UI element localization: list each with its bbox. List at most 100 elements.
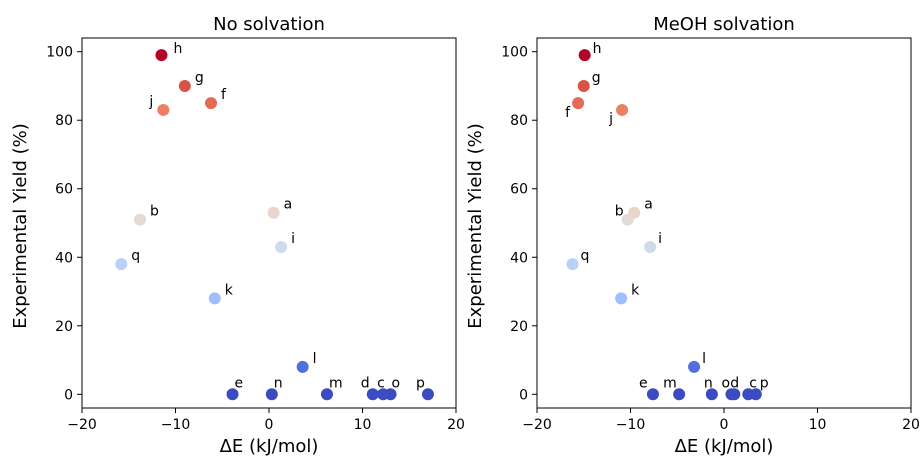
data-point-a bbox=[267, 206, 280, 219]
data-point-m bbox=[673, 388, 686, 401]
panel-no-solvation: No solvation ΔE (kJ/mol) Experimental Yi… bbox=[10, 14, 465, 457]
point-label-h: h bbox=[173, 41, 182, 57]
y-tick-label: 80 bbox=[55, 113, 73, 129]
y-tick-label: 80 bbox=[510, 113, 528, 129]
x-tick-label: 20 bbox=[447, 417, 465, 433]
y-tick-label: 20 bbox=[55, 319, 73, 335]
point-label-n: n bbox=[704, 375, 713, 391]
point-label-j: j bbox=[608, 111, 613, 127]
point-label-b: b bbox=[615, 204, 624, 220]
point-label-b: b bbox=[150, 204, 159, 220]
point-label-i: i bbox=[291, 231, 295, 247]
x-tick-label: 10 bbox=[809, 417, 827, 433]
data-point-h bbox=[155, 49, 168, 62]
point-label-p: p bbox=[416, 375, 425, 391]
y-tick-label: 100 bbox=[46, 45, 73, 61]
point-label-n: n bbox=[274, 375, 283, 391]
x-tick-label: −10 bbox=[161, 417, 191, 433]
plot-frame bbox=[536, 37, 912, 409]
data-point-g bbox=[178, 79, 191, 92]
point-label-k: k bbox=[631, 282, 640, 298]
x-tick-label: 0 bbox=[265, 417, 274, 433]
y-tick-label: 40 bbox=[510, 250, 528, 266]
y-tick-label: 100 bbox=[501, 45, 528, 61]
data-point-e bbox=[646, 388, 659, 401]
data-point-l bbox=[688, 360, 701, 373]
data-point-o bbox=[384, 388, 397, 401]
data-point-n bbox=[265, 388, 278, 401]
x-tick-label: −10 bbox=[616, 417, 646, 433]
point-label-a: a bbox=[284, 197, 293, 213]
data-points: hg f j b a i q k l e m n o d c p bbox=[565, 41, 769, 401]
y-tick-label: 0 bbox=[519, 387, 528, 403]
data-point-j bbox=[616, 103, 629, 116]
point-label-e: e bbox=[235, 375, 244, 391]
point-label-q: q bbox=[131, 248, 140, 264]
y-axis-label: Experimental Yield (%) bbox=[465, 123, 486, 328]
point-label-c: c bbox=[749, 375, 757, 391]
axis-ticks: −20 −10 0 10 20 0 20 40 60 80 100 bbox=[501, 45, 920, 433]
y-tick-label: 40 bbox=[55, 250, 73, 266]
data-point-h bbox=[578, 49, 591, 62]
data-point-d bbox=[366, 388, 379, 401]
data-point-g bbox=[577, 79, 590, 92]
x-tick-label: 20 bbox=[902, 417, 920, 433]
x-tick-label: −20 bbox=[522, 417, 552, 433]
point-label-k: k bbox=[225, 282, 234, 298]
data-point-i bbox=[275, 240, 288, 253]
x-tick-label: 10 bbox=[354, 417, 372, 433]
chart-title: MeOH solvation bbox=[653, 14, 795, 35]
point-label-c: c bbox=[377, 375, 385, 391]
point-label-g: g bbox=[195, 70, 204, 86]
point-label-e: e bbox=[639, 375, 648, 391]
panel-meoh-solvation: MeOH solvation ΔE (kJ/mol) Experimental … bbox=[465, 14, 920, 457]
point-label-o: o bbox=[721, 375, 730, 391]
data-point-q bbox=[566, 258, 579, 271]
point-label-q: q bbox=[581, 248, 590, 264]
x-tick-label: 0 bbox=[720, 417, 729, 433]
point-label-a: a bbox=[644, 197, 653, 213]
data-point-l bbox=[296, 360, 309, 373]
point-label-g: g bbox=[592, 70, 601, 86]
chart-title: No solvation bbox=[213, 14, 325, 35]
x-tick-label: −20 bbox=[67, 417, 97, 433]
data-point-j bbox=[157, 103, 170, 116]
data-point-i bbox=[644, 240, 657, 253]
data-points: hg f j b a i q k l e n m d c o p bbox=[115, 41, 434, 401]
point-label-m: m bbox=[329, 375, 343, 391]
x-axis-label: ΔE (kJ/mol) bbox=[675, 436, 774, 457]
data-point-n bbox=[705, 388, 718, 401]
data-point-d bbox=[728, 388, 741, 401]
point-label-i: i bbox=[658, 231, 662, 247]
data-point-p bbox=[421, 388, 434, 401]
data-point-e bbox=[226, 388, 239, 401]
data-point-m bbox=[320, 388, 333, 401]
point-label-m: m bbox=[663, 375, 677, 391]
point-label-f: f bbox=[221, 87, 227, 103]
point-label-d: d bbox=[361, 375, 370, 391]
data-point-q bbox=[115, 258, 128, 271]
y-axis-label: Experimental Yield (%) bbox=[10, 123, 31, 328]
x-axis-label: ΔE (kJ/mol) bbox=[220, 436, 319, 457]
data-point-f bbox=[572, 97, 585, 110]
point-label-p: p bbox=[760, 375, 769, 391]
y-tick-label: 0 bbox=[64, 387, 73, 403]
point-label-f: f bbox=[565, 105, 571, 121]
data-point-b bbox=[133, 213, 146, 226]
point-label-j: j bbox=[148, 94, 153, 110]
point-label-l: l bbox=[313, 351, 317, 367]
y-tick-label: 60 bbox=[55, 182, 73, 198]
point-label-o: o bbox=[392, 375, 401, 391]
y-tick-label: 20 bbox=[510, 319, 528, 335]
y-tick-label: 60 bbox=[510, 182, 528, 198]
point-label-l: l bbox=[702, 351, 706, 367]
axis-ticks: −20 −10 0 10 20 0 20 40 60 80 100 bbox=[46, 45, 465, 433]
data-point-k bbox=[615, 292, 628, 305]
data-point-k bbox=[208, 292, 221, 305]
data-point-p bbox=[749, 388, 762, 401]
point-label-d: d bbox=[730, 375, 739, 391]
point-label-h: h bbox=[593, 41, 602, 57]
data-point-f bbox=[205, 97, 218, 110]
data-point-a bbox=[628, 206, 641, 219]
